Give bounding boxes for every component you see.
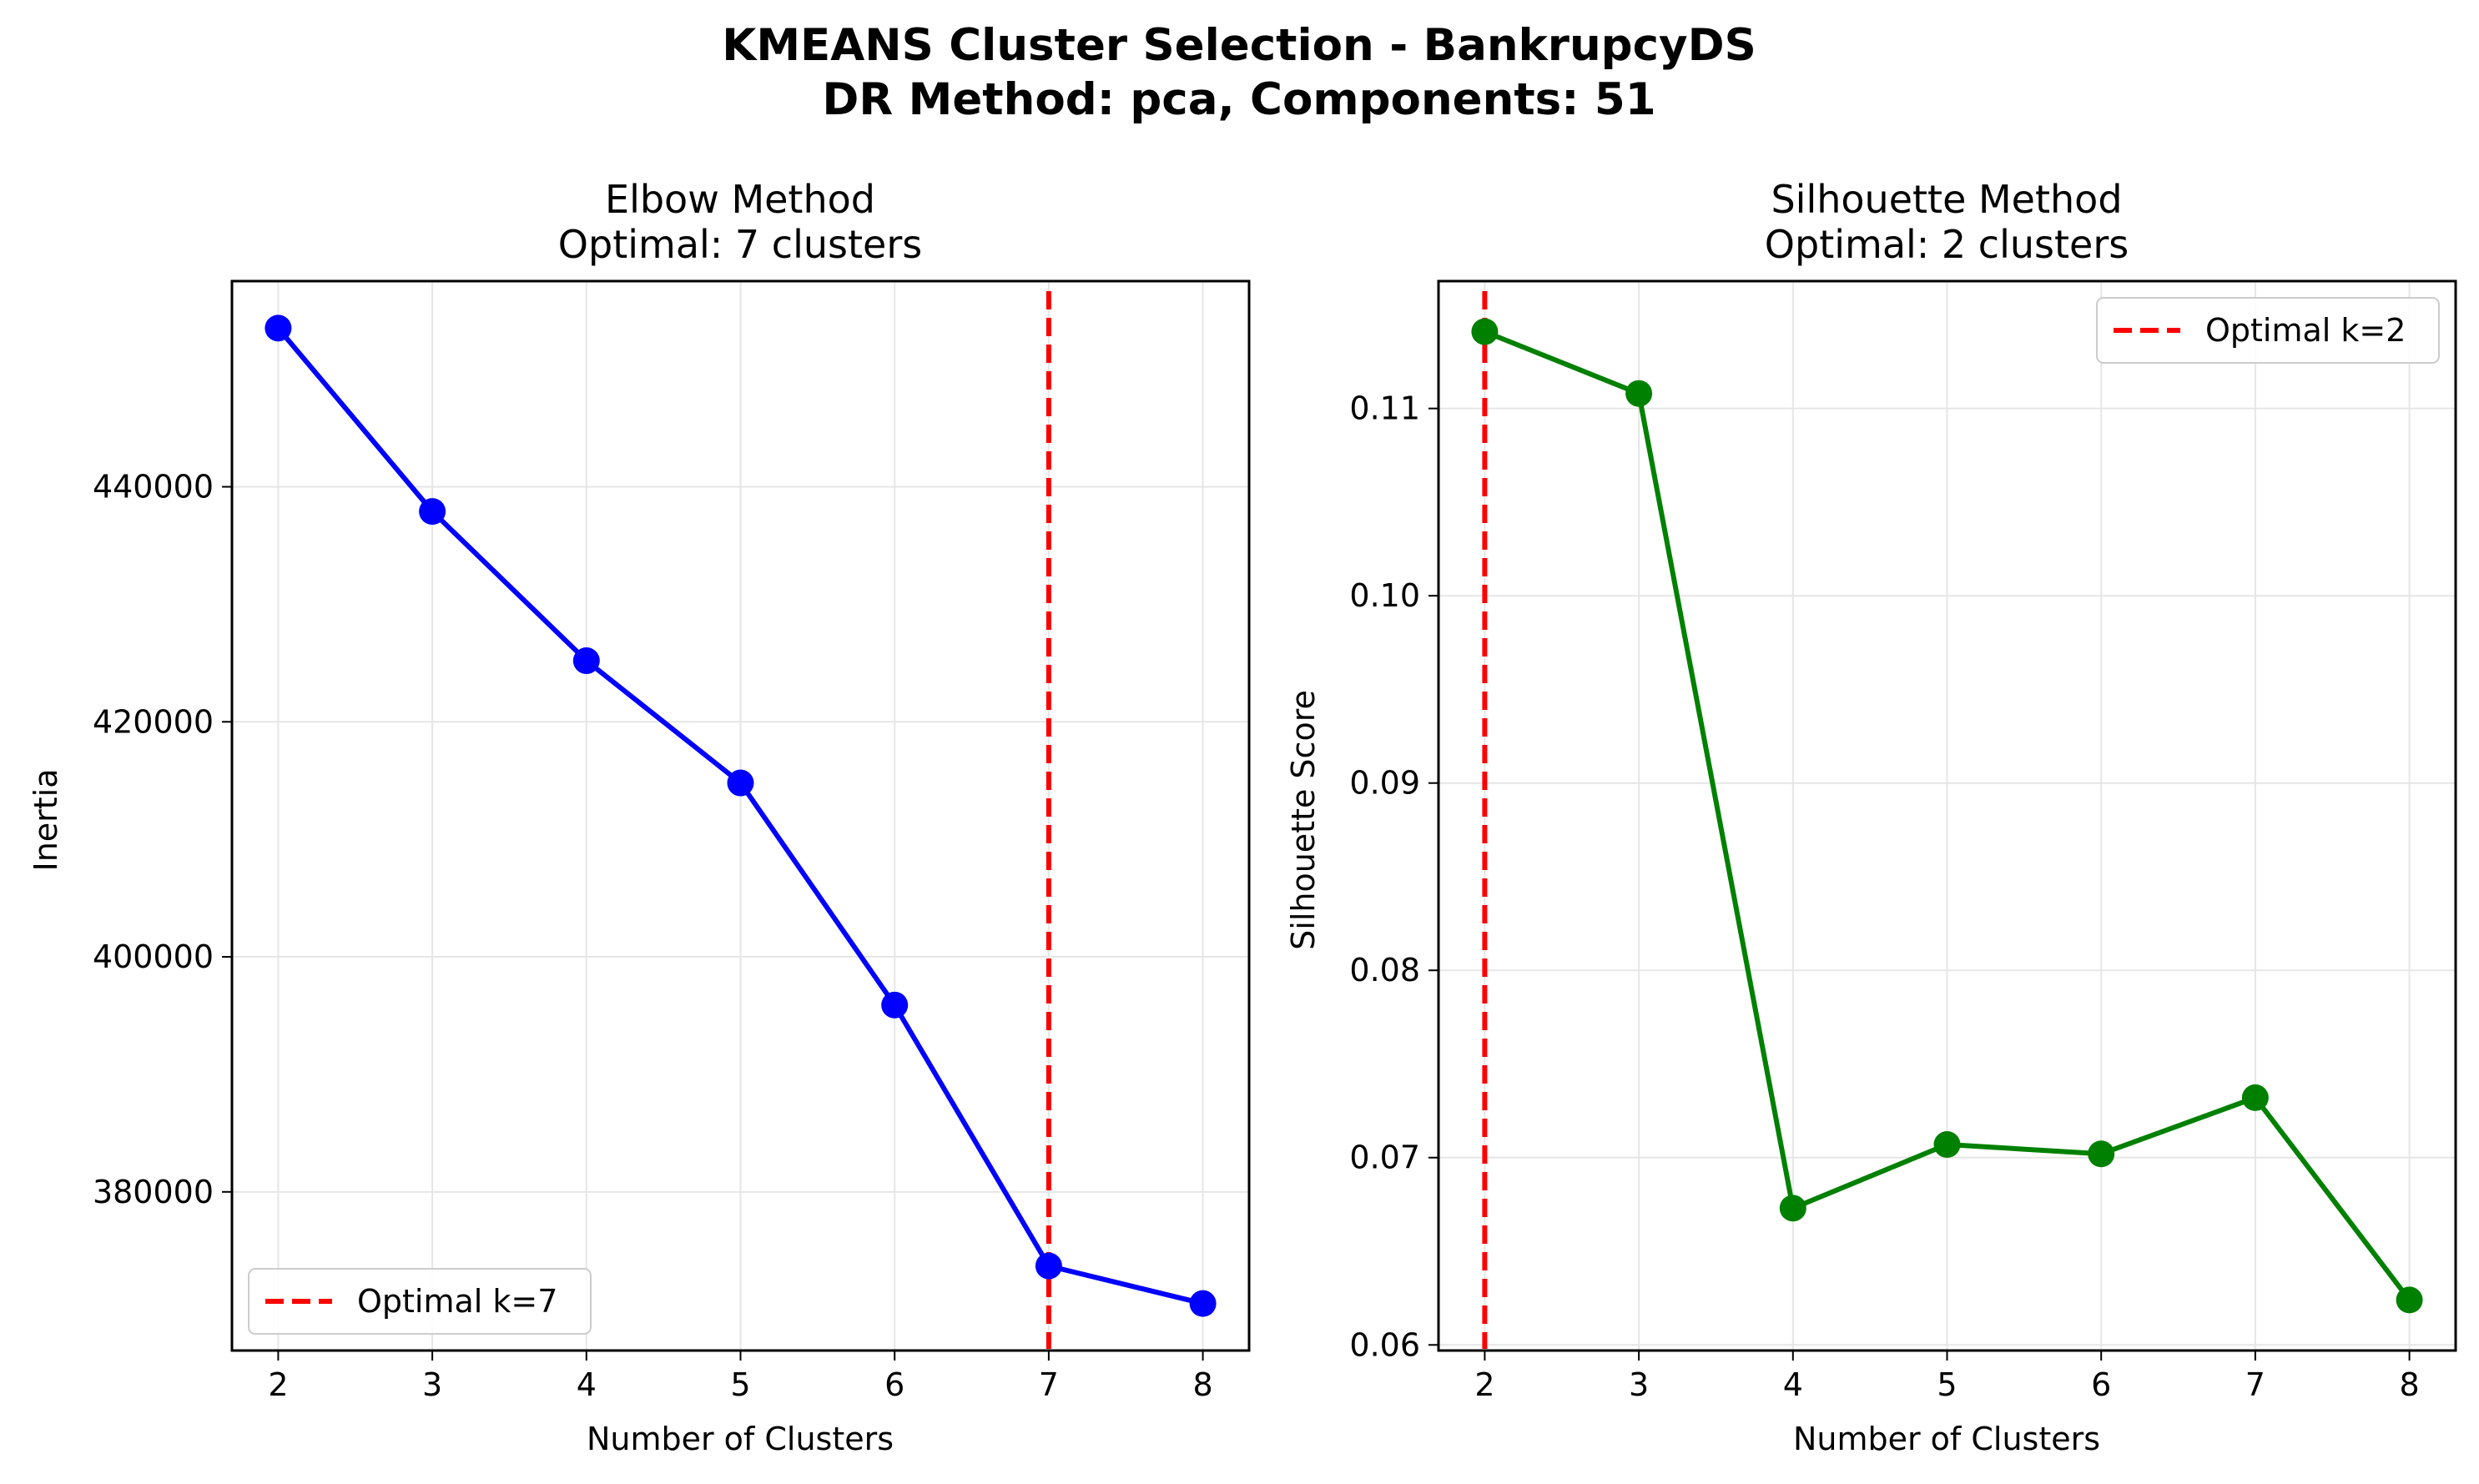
elbow-data-point <box>1189 1290 1217 1317</box>
elbow-x-tick-label: 5 <box>730 1366 750 1403</box>
elbow-title-line-2: Optimal: 7 clusters <box>558 222 922 267</box>
silhouette-data-point <box>1471 318 1499 345</box>
silhouette-x-tick-label: 3 <box>1629 1366 1649 1403</box>
suptitle-line-2: DR Method: pca, Components: 51 <box>822 74 1655 125</box>
silhouette-x-tick-label: 7 <box>2245 1366 2265 1403</box>
silhouette-y-tick-label: 0.07 <box>1349 1139 1420 1176</box>
elbow-data-point <box>1035 1252 1062 1280</box>
elbow-legend-label: Optimal k=7 <box>357 1283 557 1320</box>
elbow-x-tick-label: 6 <box>884 1366 904 1403</box>
silhouette-data-point <box>1779 1195 1806 1222</box>
elbow-y-axis-label: Inertia <box>28 768 64 871</box>
elbow-data-point <box>727 769 754 797</box>
elbow-data-point <box>572 647 600 675</box>
suptitle-line-1: KMEANS Cluster Selection - BankrupcyDS <box>722 20 1756 71</box>
silhouette-y-axis-label: Silhouette Score <box>1285 690 1322 950</box>
elbow-x-tick-label: 7 <box>1039 1366 1059 1403</box>
silhouette-data-point <box>1933 1131 1961 1159</box>
elbow-data-point <box>265 314 292 342</box>
elbow-data-point <box>881 991 909 1019</box>
silhouette-data-point <box>2088 1140 2115 1168</box>
silhouette-data-point <box>2241 1084 2269 1111</box>
silhouette-title-line-1: Silhouette Method <box>1771 177 2122 222</box>
silhouette-y-tick-label: 0.10 <box>1349 577 1420 614</box>
silhouette-x-tick-label: 2 <box>1474 1366 1494 1403</box>
elbow-x-axis-label: Number of Clusters <box>587 1421 894 1457</box>
elbow-x-tick-label: 8 <box>1192 1366 1212 1403</box>
elbow-chart: Elbow Method Optimal: 7 clusters Number … <box>28 177 1251 1457</box>
silhouette-y-tick-label: 0.09 <box>1349 765 1420 802</box>
silhouette-y-tick-label: 0.11 <box>1349 390 1420 427</box>
silhouette-legend-box <box>2096 297 2440 364</box>
silhouette-legend-label: Optimal k=2 <box>2205 312 2406 349</box>
silhouette-chart: Silhouette Method Optimal: 2 clusters Nu… <box>1285 177 2457 1457</box>
elbow-y-tick-label: 440000 <box>93 469 214 506</box>
elbow-x-tick-label: 2 <box>268 1366 288 1403</box>
elbow-y-tick-label: 400000 <box>93 938 214 975</box>
silhouette-x-tick-label: 4 <box>1783 1366 1803 1403</box>
silhouette-title-line-2: Optimal: 2 clusters <box>1765 222 2129 267</box>
silhouette-x-axis-label: Number of Clusters <box>1793 1421 2100 1457</box>
silhouette-x-tick-label: 6 <box>2091 1366 2111 1403</box>
elbow-title-line-1: Elbow Method <box>605 177 875 222</box>
elbow-data-point <box>419 498 446 526</box>
silhouette-legend: Optimal k=2 <box>2096 297 2440 364</box>
elbow-y-tick-label: 380000 <box>93 1174 214 1210</box>
silhouette-y-tick-label: 0.06 <box>1349 1326 1420 1363</box>
silhouette-y-tick-label: 0.08 <box>1349 952 1420 988</box>
silhouette-x-tick-label: 5 <box>1937 1366 1957 1403</box>
silhouette-data-point <box>2396 1286 2423 1314</box>
elbow-y-tick-label: 420000 <box>93 703 214 740</box>
elbow-x-tick-label: 3 <box>422 1366 442 1403</box>
elbow-legend: Optimal k=7 <box>248 1268 592 1335</box>
elbow-x-tick-label: 4 <box>577 1366 597 1403</box>
elbow-legend-box <box>248 1268 592 1335</box>
silhouette-data-point <box>1625 380 1653 407</box>
silhouette-x-tick-label: 8 <box>2399 1366 2419 1403</box>
